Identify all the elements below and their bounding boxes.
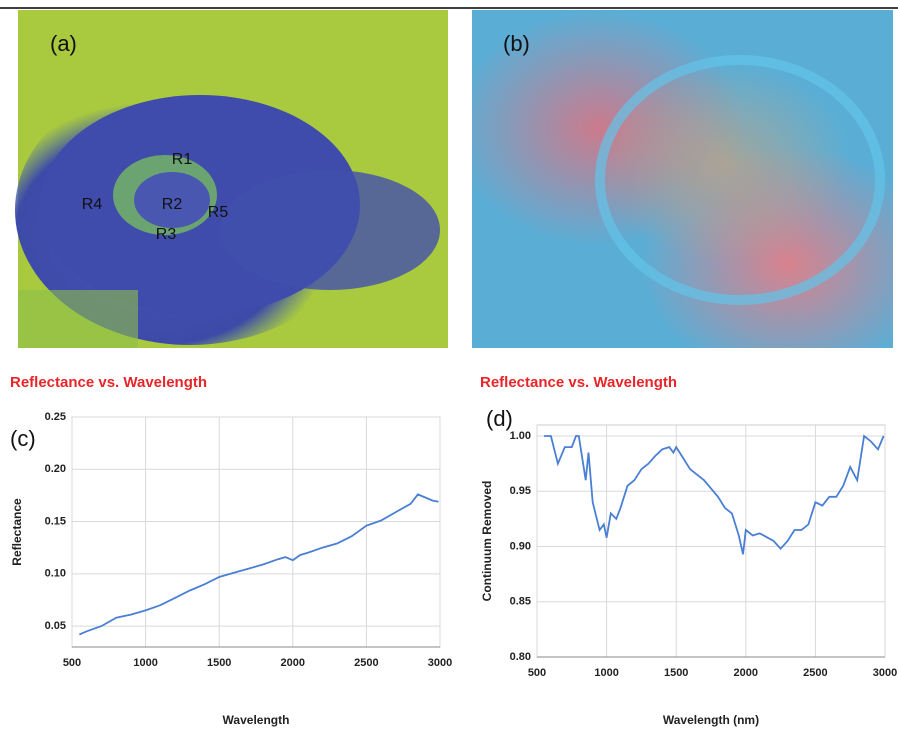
region-label: R4 xyxy=(82,196,103,213)
x-axis-label: Wavelength xyxy=(223,713,290,727)
panel-label: (d) xyxy=(486,406,513,431)
y-tick-label: 0.05 xyxy=(45,620,66,632)
data-line xyxy=(544,434,885,555)
x-tick-label: 500 xyxy=(63,657,81,669)
data-line xyxy=(79,493,439,636)
y-axis-label: Reflectance xyxy=(10,498,24,566)
y-tick-label: 0.80 xyxy=(510,651,531,663)
x-tick-label: 2500 xyxy=(803,667,827,679)
region-label: R5 xyxy=(208,204,229,221)
plot-area xyxy=(71,416,441,648)
chart-title: Reflectance vs. Wavelength xyxy=(480,374,677,391)
chart-title: Reflectance vs. Wavelength xyxy=(10,374,207,391)
x-tick-label: 500 xyxy=(528,667,546,679)
y-tick-label: 0.25 xyxy=(45,411,66,423)
x-tick-label: 1000 xyxy=(133,657,157,669)
x-tick-label: 3000 xyxy=(873,667,897,679)
y-axis-label: Continuum Removed xyxy=(480,481,494,602)
region-label: R2 xyxy=(162,196,183,213)
x-tick-label: 1500 xyxy=(207,657,231,669)
image-a xyxy=(15,10,448,348)
x-tick-label: 2000 xyxy=(734,667,758,679)
y-tick-label: 0.95 xyxy=(510,485,531,497)
x-tick-label: 1500 xyxy=(664,667,688,679)
x-tick-label: 2000 xyxy=(281,657,305,669)
x-tick-label: 3000 xyxy=(428,657,452,669)
y-tick-label: 0.85 xyxy=(510,596,531,608)
panel-label: (a) xyxy=(50,31,77,56)
y-tick-label: 0.10 xyxy=(45,568,66,580)
y-tick-label: 0.15 xyxy=(45,515,66,527)
y-tick-label: 0.20 xyxy=(45,463,66,475)
x-axis-label: Wavelength (nm) xyxy=(663,713,759,727)
y-tick-label: 0.90 xyxy=(510,540,531,552)
x-tick-label: 2500 xyxy=(354,657,378,669)
panel-label: (c) xyxy=(10,426,36,451)
region-label: R1 xyxy=(172,151,193,168)
panel-label: (b) xyxy=(503,31,530,56)
image-b xyxy=(472,10,893,348)
y-tick-label: 1.00 xyxy=(510,430,531,442)
x-tick-label: 1000 xyxy=(594,667,618,679)
region-label: R3 xyxy=(156,226,177,243)
